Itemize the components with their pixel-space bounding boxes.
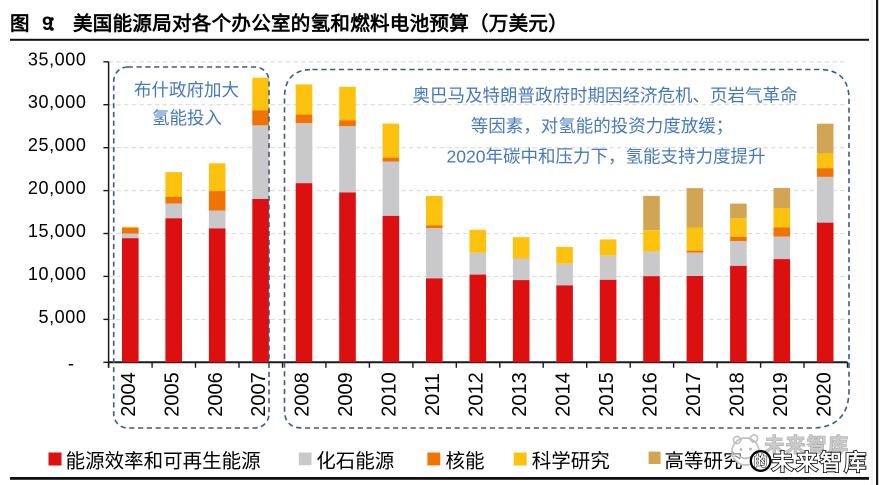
svg-text:15,000: 15,000: [28, 221, 87, 241]
svg-text:图9：美国能源局对各个办公室的氢和燃料电池预算（万美元）: 图 9： 美国能源局对各个办公室的氢和燃料电池预算（万美元）: [10, 12, 568, 35]
svg-text:科学研究: 科学研究: [532, 450, 610, 472]
svg-text:等因素，对氢能的投资力度放缓；: 等因素，对氢能的投资力度放缓；: [471, 116, 734, 136]
svg-text:2013: 2013: [509, 372, 531, 417]
svg-text:高等研究: 高等研究: [665, 450, 743, 472]
svg-text:氢能投入: 氢能投入: [152, 108, 222, 128]
svg-text:2020: 2020: [813, 372, 835, 417]
svg-text:2015: 2015: [596, 372, 618, 417]
svg-text:20,000: 20,000: [28, 178, 87, 198]
svg-text:-: -: [68, 354, 74, 374]
svg-text:2012: 2012: [466, 372, 488, 417]
svg-text:布什政府加大: 布什政府加大: [134, 80, 239, 100]
svg-text:2006: 2006: [205, 372, 227, 417]
svg-text:化石能源: 化石能源: [316, 450, 394, 472]
svg-text:2018: 2018: [726, 372, 748, 417]
svg-text:35,000: 35,000: [28, 49, 87, 69]
svg-text:10,000: 10,000: [28, 264, 87, 284]
svg-text:2004: 2004: [118, 372, 140, 417]
svg-text:2005: 2005: [161, 372, 183, 417]
svg-text:2010: 2010: [379, 372, 401, 417]
svg-text:2008: 2008: [292, 372, 314, 417]
svg-text:2016: 2016: [639, 372, 661, 417]
svg-text:2014: 2014: [553, 372, 575, 417]
svg-text:能源效率和可再生能源: 能源效率和可再生能源: [66, 450, 261, 472]
svg-text:30,000: 30,000: [28, 92, 87, 112]
svg-text:2011: 2011: [422, 373, 444, 416]
svg-text:未来智库: 未来智库: [772, 450, 869, 475]
svg-text:25,000: 25,000: [28, 135, 87, 155]
svg-text:2017: 2017: [683, 372, 705, 417]
svg-text:奥巴马及特朗普政府时期因经济危机、页岩气革命: 奥巴马及特朗普政府时期因经济危机、页岩气革命: [413, 86, 798, 106]
svg-text:5,000: 5,000: [38, 307, 86, 327]
svg-text:2009: 2009: [335, 372, 357, 417]
svg-text:2020年碳中和压力下，氢能支持力度提升: 2020年碳中和压力下，氢能支持力度提升: [447, 147, 766, 167]
svg-text:2019: 2019: [770, 372, 792, 417]
svg-text:的: 的: [754, 453, 768, 469]
svg-text:2007: 2007: [248, 372, 270, 417]
svg-text:核能: 核能: [446, 450, 485, 472]
svg-text:未来智库: 未来智库: [764, 434, 850, 457]
